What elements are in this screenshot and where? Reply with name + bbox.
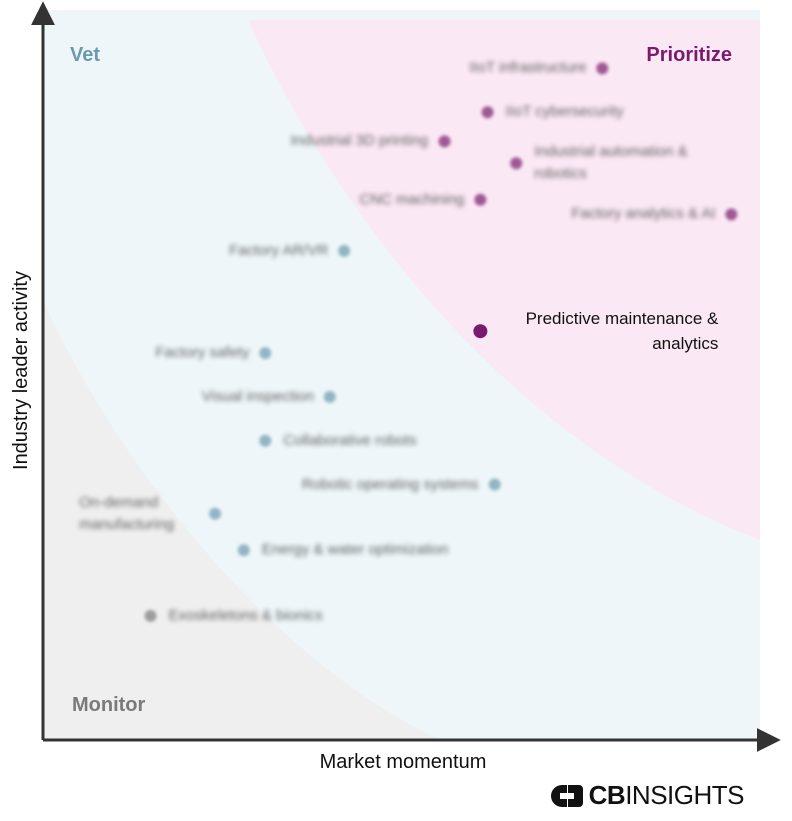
point-factory-analytics-ai [725,208,738,221]
point-label-on-demand-manufacturing: On-demand manufacturing [79,493,175,533]
point-visual-inspection [323,390,336,403]
cb-insights-logo-icon [550,784,583,807]
zone-label-prioritize: Prioritize [646,44,732,66]
point-label-robotic-operating-systems: Robotic operating systems [301,475,479,493]
point-energy-water-optimization [237,544,250,557]
point-exoskeletons-bionics [144,609,157,622]
point-label-collaborative-robots: Collaborative robots [283,431,417,449]
point-label-industrial-automation-robotics: Industrial automation & robotics [534,143,688,183]
point-iiot-cybersecurity [481,106,494,119]
point-industrial-automation-robotics [510,157,523,170]
point-predictive-maintenance-analytics [473,324,488,339]
point-iiot-infrastructure [596,62,609,75]
point-cnc-machining [474,193,487,206]
point-label-industrial-3d-printing: Industrial 3D printing [290,132,429,150]
zone-monitor-area [43,300,440,740]
point-robotic-operating-systems [488,478,501,491]
point-industrial-3d-printing [438,135,451,148]
point-label-factory-ar-vr: Factory AR/VR [229,241,329,259]
y-axis-label: Industry leader activity [9,270,32,470]
x-axis-label: Market momentum [319,751,487,773]
point-label-exoskeletons-bionics: Exoskeletons & bionics [168,606,323,624]
point-label-factory-safety: Factory safety [155,344,250,362]
point-label-energy-water-optimization: Energy & water optimization [261,541,449,559]
point-label-visual-inspection: Visual inspection [201,387,315,405]
zone-label-vet: Vet [70,44,101,66]
zone-label-monitor: Monitor [72,694,146,716]
cb-insights-logo: CBINSIGHTS [550,780,744,811]
point-factory-ar-vr [338,244,351,257]
point-on-demand-manufacturing [209,507,222,520]
point-label-iiot-cybersecurity: IIoT cybersecurity [505,103,624,121]
zone-prioritize-area [248,20,760,540]
point-collaborative-robots [259,434,272,447]
point-label-iiot-infrastructure: IIoT infrastructure [469,59,587,77]
point-label-cnc-machining: CNC machining [359,190,465,208]
point-factory-safety [259,347,272,360]
point-label-predictive-maintenance-analytics: Predictive maintenance & analytics [525,309,719,354]
point-label-factory-analytics-ai: Factory analytics & AI [571,205,716,223]
